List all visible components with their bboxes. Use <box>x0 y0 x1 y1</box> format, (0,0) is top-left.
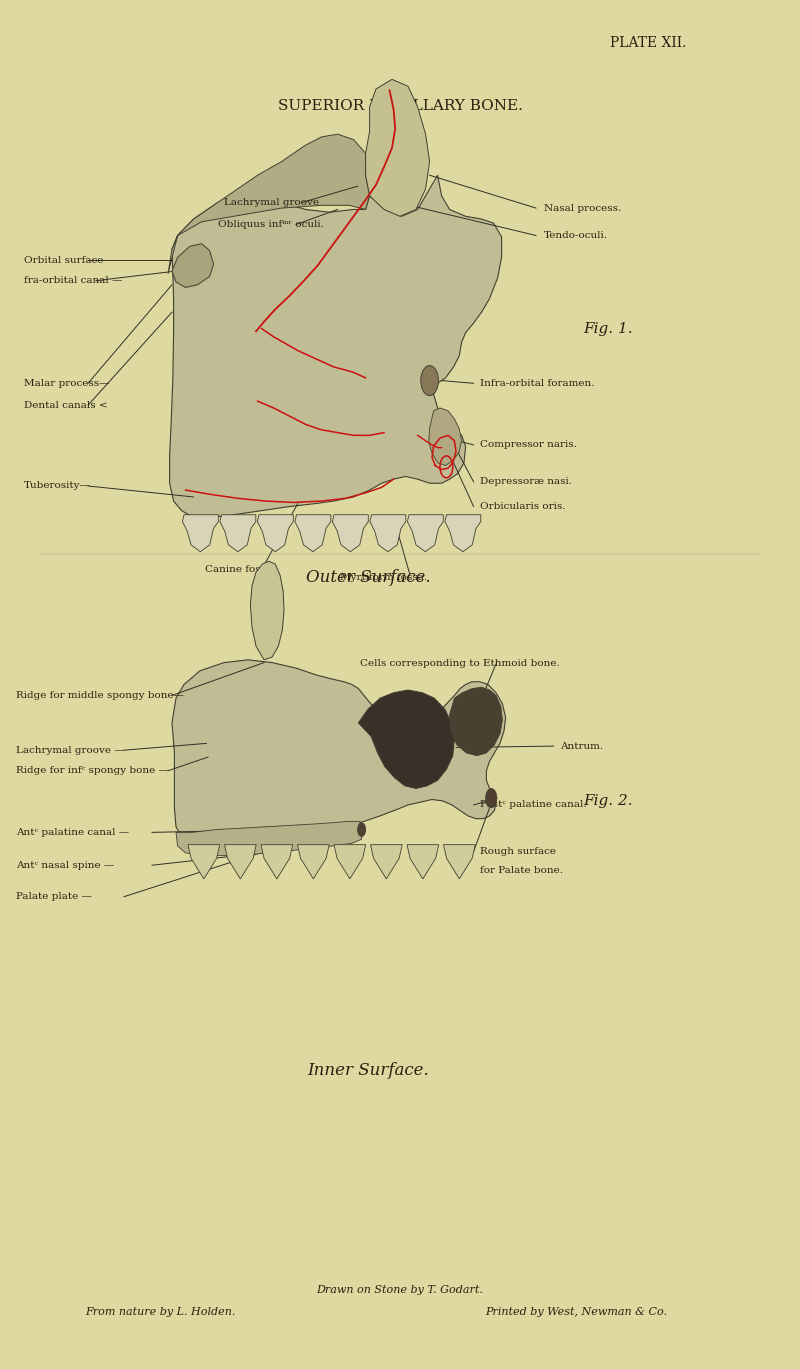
Text: Postᶜ palatine canal.: Postᶜ palatine canal. <box>480 801 586 809</box>
Text: Tendo-oculi.: Tendo-oculi. <box>544 231 608 240</box>
Polygon shape <box>188 845 220 879</box>
Polygon shape <box>443 845 475 879</box>
Polygon shape <box>182 515 218 552</box>
Text: Fig. 2.: Fig. 2. <box>583 794 633 808</box>
Text: Infra-orbital foramen.: Infra-orbital foramen. <box>480 379 594 387</box>
Polygon shape <box>176 821 362 856</box>
Polygon shape <box>298 845 330 879</box>
Text: PLATE XII.: PLATE XII. <box>610 36 686 49</box>
Text: Orbicularis oris.: Orbicularis oris. <box>480 502 566 511</box>
Circle shape <box>421 366 438 396</box>
Text: Lachrymal groove: Lachrymal groove <box>224 199 319 207</box>
Text: Antrum.: Antrum. <box>560 742 603 750</box>
Text: Malar process—: Malar process— <box>24 379 110 387</box>
Polygon shape <box>172 660 506 845</box>
Text: Tuberosity—: Tuberosity— <box>24 482 91 490</box>
Text: Antᶜ palatine canal —: Antᶜ palatine canal — <box>16 828 129 836</box>
Text: Nasal process.: Nasal process. <box>544 204 622 212</box>
Text: Ridge for middle spongy bone—: Ridge for middle spongy bone— <box>16 691 184 700</box>
Text: Lachrymal groove —: Lachrymal groove — <box>16 746 125 754</box>
Text: Obliquus infᵐʳ oculi.: Obliquus infᵐʳ oculi. <box>218 220 323 229</box>
Text: Rough surface: Rough surface <box>480 847 556 856</box>
Text: Printed by West, Newman & Co.: Printed by West, Newman & Co. <box>485 1306 667 1317</box>
Text: Inner Surface.: Inner Surface. <box>307 1062 429 1079</box>
Text: Depressoræ nasi.: Depressoræ nasi. <box>480 478 572 486</box>
Polygon shape <box>358 690 454 789</box>
Polygon shape <box>172 244 214 287</box>
Text: From nature by L. Holden.: From nature by L. Holden. <box>85 1306 235 1317</box>
Polygon shape <box>366 79 430 216</box>
Polygon shape <box>333 515 368 552</box>
Polygon shape <box>295 515 331 552</box>
Polygon shape <box>445 515 481 552</box>
Polygon shape <box>250 561 284 660</box>
Polygon shape <box>370 515 406 552</box>
Polygon shape <box>370 845 402 879</box>
Text: Drawn on Stone by T. Godart.: Drawn on Stone by T. Godart. <box>317 1284 483 1295</box>
Polygon shape <box>334 845 366 879</box>
Polygon shape <box>220 515 256 552</box>
Text: SUPERIOR MAXILLARY BONE.: SUPERIOR MAXILLARY BONE. <box>278 99 522 112</box>
Polygon shape <box>429 408 462 465</box>
Polygon shape <box>168 134 370 274</box>
Polygon shape <box>258 515 294 552</box>
Text: Orbital surface: Orbital surface <box>24 256 103 264</box>
Text: Fig. 1.: Fig. 1. <box>583 322 633 335</box>
Polygon shape <box>407 515 443 552</box>
Text: Canine fossa.: Canine fossa. <box>205 565 275 574</box>
Text: for Palate bone.: for Palate bone. <box>480 867 563 875</box>
Text: Palate plate —: Palate plate — <box>16 893 92 901</box>
Text: fra-orbital canal —: fra-orbital canal — <box>24 277 122 285</box>
Text: Antᶜ nasal spine —: Antᶜ nasal spine — <box>16 861 114 869</box>
Text: Outer Surface.: Outer Surface. <box>306 570 430 586</box>
Polygon shape <box>407 845 438 879</box>
Text: Ridge for infᶜ spongy bone —: Ridge for infᶜ spongy bone — <box>16 767 169 775</box>
Text: Compressor naris.: Compressor naris. <box>480 441 577 449</box>
Polygon shape <box>225 845 256 879</box>
Polygon shape <box>450 687 502 756</box>
Text: Dental canals <: Dental canals < <box>24 401 108 409</box>
Text: Myrtiform fossa.: Myrtiform fossa. <box>341 574 427 582</box>
Circle shape <box>358 823 366 836</box>
Polygon shape <box>170 175 502 517</box>
Circle shape <box>486 789 497 808</box>
Polygon shape <box>261 845 293 879</box>
Text: Cells corresponding to Ethmoid bone.: Cells corresponding to Ethmoid bone. <box>360 660 560 668</box>
